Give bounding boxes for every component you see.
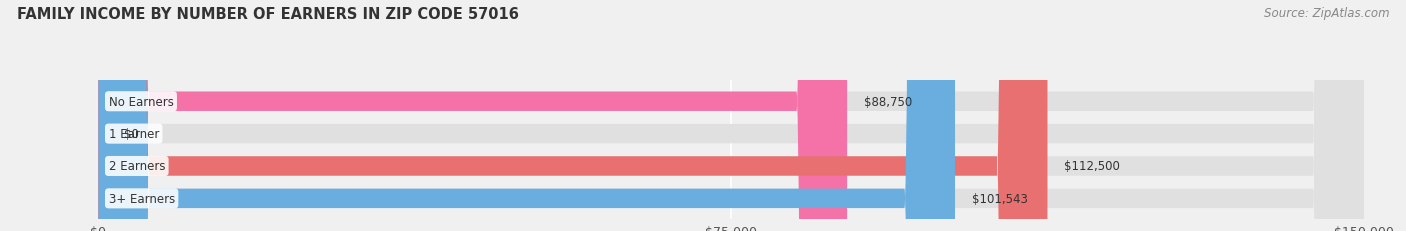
Text: $88,750: $88,750	[863, 95, 912, 108]
FancyBboxPatch shape	[98, 0, 846, 231]
Text: $101,543: $101,543	[972, 192, 1028, 205]
Text: Source: ZipAtlas.com: Source: ZipAtlas.com	[1264, 7, 1389, 20]
Text: FAMILY INCOME BY NUMBER OF EARNERS IN ZIP CODE 57016: FAMILY INCOME BY NUMBER OF EARNERS IN ZI…	[17, 7, 519, 22]
FancyBboxPatch shape	[98, 0, 1364, 231]
Text: 2 Earners: 2 Earners	[108, 160, 165, 173]
Text: 3+ Earners: 3+ Earners	[108, 192, 174, 205]
FancyBboxPatch shape	[98, 0, 1364, 231]
Text: $112,500: $112,500	[1064, 160, 1121, 173]
Text: 1 Earner: 1 Earner	[108, 128, 159, 140]
FancyBboxPatch shape	[98, 0, 955, 231]
FancyBboxPatch shape	[98, 0, 1364, 231]
FancyBboxPatch shape	[98, 0, 1364, 231]
Text: $0: $0	[124, 128, 139, 140]
FancyBboxPatch shape	[98, 0, 1047, 231]
Text: No Earners: No Earners	[108, 95, 173, 108]
